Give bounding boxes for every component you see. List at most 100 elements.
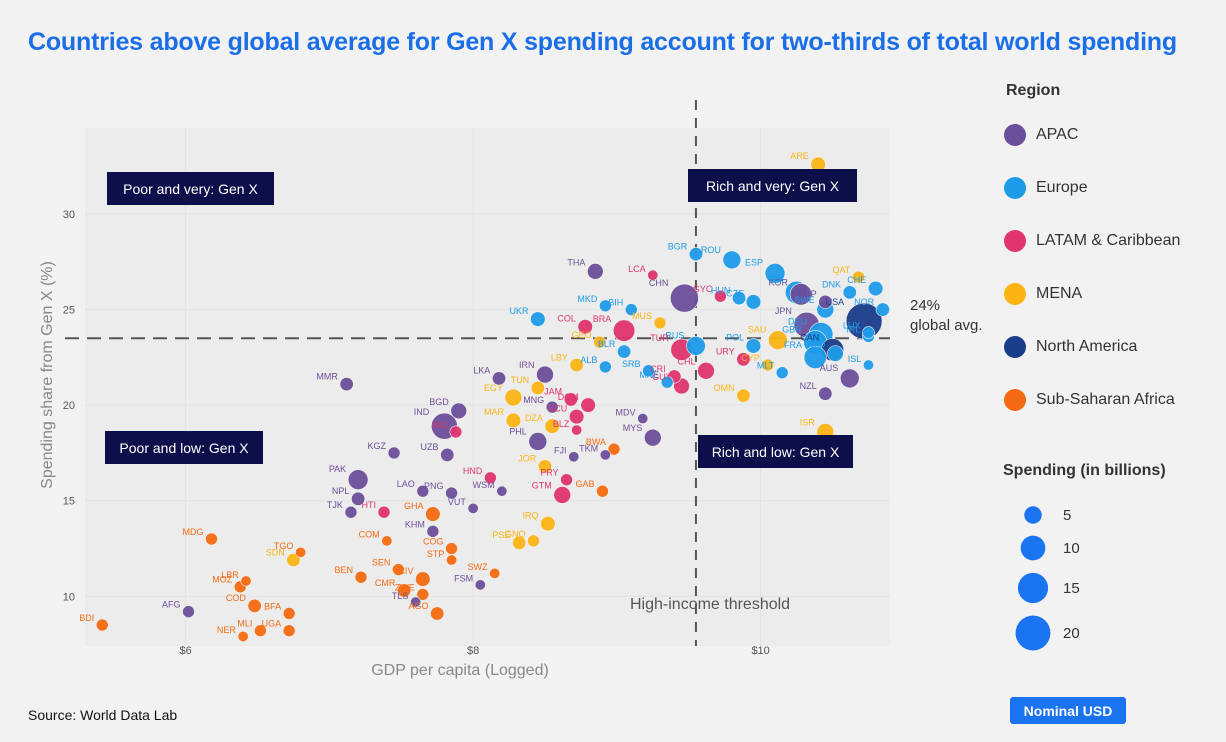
data-point-hti	[377, 505, 391, 519]
quadrant-poor-low: Poor and low: Gen X	[105, 431, 263, 464]
point-label: IRN	[519, 360, 535, 370]
point-label: HTI	[362, 500, 377, 510]
point-label: NIC	[432, 420, 448, 430]
point-label: STP	[427, 549, 445, 559]
data-point-lux	[862, 326, 875, 339]
data-point-dom	[580, 397, 596, 413]
data-point-cod	[247, 598, 262, 613]
point-label: BEN	[334, 565, 353, 575]
point-label: ESP	[745, 257, 763, 267]
data-point-alb	[599, 360, 612, 374]
point-label: MAR	[484, 407, 505, 417]
point-label: IND	[414, 407, 430, 417]
point-label: TKM	[579, 444, 598, 454]
data-point-cyp	[761, 358, 775, 372]
data-point-bwa	[607, 442, 621, 456]
legend-swatch	[1004, 283, 1026, 305]
data-point-uzb	[440, 447, 455, 462]
point-label: SDN	[266, 547, 285, 557]
point-label: TLS	[392, 591, 409, 601]
size-legend-circle	[1020, 535, 1046, 561]
data-point-uga	[282, 624, 296, 638]
data-point-col	[577, 319, 593, 335]
data-point-sau	[768, 330, 788, 350]
point-label: TUR	[650, 333, 669, 343]
x-tick-label: $6	[180, 645, 192, 657]
legend-swatch	[1004, 124, 1026, 146]
point-label: RUS	[665, 330, 684, 340]
data-point-mar	[505, 412, 522, 429]
size-legend-circle	[1015, 615, 1051, 651]
point-label: GUY	[652, 372, 672, 382]
legend-swatch	[1004, 389, 1026, 411]
legend-size-title: Spending (in billions)	[1003, 462, 1166, 479]
data-point-fsm	[474, 579, 486, 591]
legend-region-title: Region	[1006, 82, 1061, 99]
point-label: TJK	[327, 500, 343, 510]
point-label: GEO	[572, 330, 592, 340]
point-label: LBR	[221, 570, 239, 580]
point-label: IRQ	[523, 510, 539, 520]
point-label: CZE	[726, 289, 744, 299]
point-label: PNG	[424, 481, 444, 491]
data-point-hnd	[484, 471, 497, 485]
data-point-irn	[536, 365, 554, 384]
point-label: SRB	[622, 359, 641, 369]
legend-swatch	[1004, 177, 1026, 199]
point-label: UGA	[262, 619, 282, 629]
data-point-bgd	[450, 402, 467, 420]
size-legend: 5 10 15 20	[1015, 506, 1080, 651]
quadrant-rich-low: Rich and low: Gen X	[698, 435, 853, 468]
legend-label: North America	[1036, 338, 1138, 355]
point-label: PHL	[509, 426, 527, 436]
point-label: JAM	[544, 387, 562, 397]
point-label: BDI	[79, 613, 94, 623]
point-label: CMR	[375, 578, 396, 588]
point-label: BGD	[429, 397, 449, 407]
point-label: MYS	[623, 423, 643, 433]
data-point-com	[381, 535, 393, 547]
point-label: CYP	[741, 353, 760, 363]
point-label: FSM	[454, 574, 473, 584]
data-point-bfa	[282, 607, 296, 620]
point-label: ZWE	[395, 582, 415, 592]
point-label: NOR	[854, 297, 875, 307]
point-label: GHA	[404, 501, 424, 511]
point-label: AFG	[162, 600, 181, 610]
point-label: MUS	[632, 311, 652, 321]
point-label: OMN	[714, 383, 735, 393]
nominal-usd-badge[interactable]: Nominal USD	[1010, 697, 1126, 724]
data-point-mkd	[599, 299, 612, 313]
y-tick-label: 10	[63, 591, 75, 603]
data-point-lao	[416, 484, 430, 498]
point-label: GBR	[782, 324, 802, 334]
data-point-blr	[617, 344, 632, 359]
data-point-lbr	[240, 575, 252, 587]
x-tick-label: $10	[751, 645, 769, 657]
point-label: UZB	[421, 442, 439, 452]
data-point-geo	[593, 335, 606, 349]
data-point-bih	[624, 303, 638, 316]
data-point-hun	[732, 291, 747, 306]
size-legend-circle	[1017, 572, 1049, 604]
data-point-lka	[491, 371, 507, 386]
data-point-sgp	[818, 294, 833, 309]
point-label: KHM	[405, 519, 425, 529]
point-label: GYC	[693, 284, 713, 294]
legend-item-north-america: North America	[1004, 335, 1137, 359]
data-point-srb	[642, 364, 655, 378]
point-label: AGO	[408, 601, 428, 611]
point-label: COG	[423, 537, 444, 547]
data-point-esp	[764, 263, 786, 284]
data-point-mli	[254, 624, 267, 638]
data-point-gnq	[527, 534, 540, 548]
point-label: LUX	[843, 321, 861, 331]
data-point-mdg	[205, 532, 218, 546]
data-point-kgz	[387, 446, 401, 460]
data-point-mys	[644, 428, 662, 447]
point-label: MOZ	[212, 575, 232, 585]
legend-label: MENA	[1036, 285, 1083, 302]
data-point-rou	[722, 250, 742, 270]
point-label: ISL	[848, 354, 862, 364]
size-legend-label: 5	[1063, 507, 1071, 524]
